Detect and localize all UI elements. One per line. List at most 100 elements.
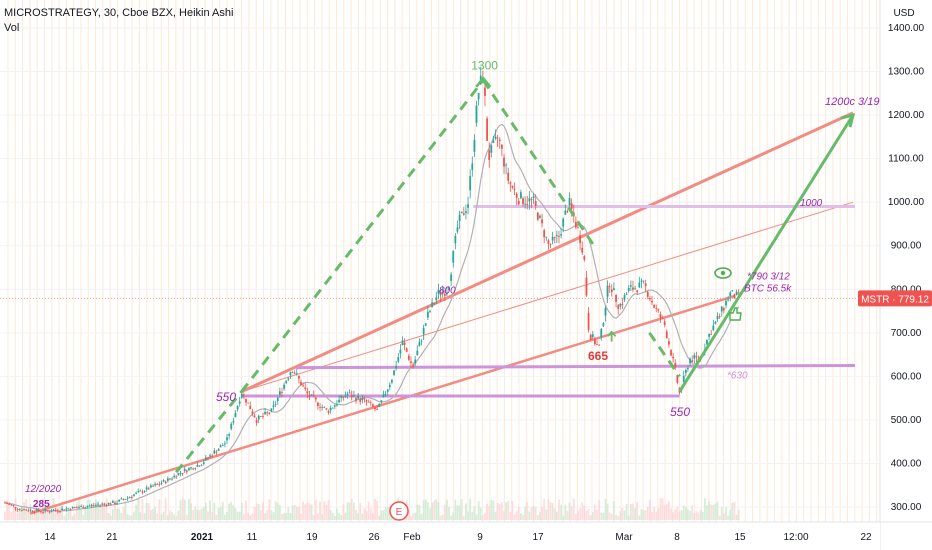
candle-body [509, 182, 512, 184]
candle-body [308, 395, 311, 397]
candle-body [109, 503, 112, 505]
time-tick-label: 19 [306, 532, 318, 543]
level-665-label: 665 [588, 349, 608, 363]
price-tick-label: 400.00 [891, 458, 922, 469]
candle-body [541, 219, 543, 224]
volume-bar [465, 503, 467, 520]
volume-bar [37, 508, 40, 520]
candle-body [691, 360, 694, 362]
candle-body [137, 491, 140, 493]
candle-body [539, 215, 541, 218]
candle-body [325, 408, 328, 410]
candle-body [610, 289, 613, 293]
candle-body [391, 380, 393, 383]
candle-body [164, 481, 167, 484]
volume-bar [103, 503, 106, 520]
volume-bar [10, 511, 13, 520]
candle-body [632, 287, 634, 290]
volume-bar [462, 515, 465, 520]
volume-bar [188, 498, 190, 520]
volume-bar [623, 510, 626, 520]
time-tick-label: 11 [247, 532, 258, 543]
candle-body [82, 507, 85, 509]
price-tick-label: 1300.00 [888, 67, 925, 78]
candle-body [33, 511, 36, 513]
candle-body [230, 423, 233, 429]
volume-bar [164, 498, 167, 520]
candle-body [452, 250, 455, 263]
candle-body [116, 502, 118, 504]
volume-bar [40, 513, 42, 520]
level-800-label: 800 [439, 285, 456, 296]
candle-body [640, 280, 643, 282]
candle-body [733, 294, 736, 299]
volume-bar [152, 508, 154, 520]
candle-body [454, 235, 457, 244]
candle-body [259, 415, 262, 417]
volume-bar [202, 506, 205, 520]
volume-bar [693, 513, 696, 520]
volume-bar [302, 501, 305, 520]
candle-body [710, 334, 713, 335]
volume-bar [297, 506, 300, 520]
time-axis[interactable]: 14 21 2021 11 19 26 Feb 9 17 Mar 8 15 12:00 22 [44, 532, 872, 543]
candle-body [306, 391, 309, 394]
symbol-title[interactable]: MICROSTRATEGY, 30, Cboe BZX, Heikin Ashi [4, 7, 234, 19]
candle-body [737, 292, 740, 294]
volume-bar [684, 507, 687, 520]
volume-bar [443, 504, 446, 520]
candle-body [331, 407, 334, 409]
time-tick-label: Mar [615, 532, 633, 543]
green-projection-drawings [175, 76, 856, 474]
candle-body [141, 491, 144, 493]
volume-bar [130, 515, 133, 520]
volume-bar [682, 505, 685, 520]
candle-body [465, 211, 467, 214]
volume-bar [154, 506, 157, 520]
candle-body [515, 193, 518, 198]
volume-bar [486, 503, 488, 520]
volume-bar [727, 515, 730, 520]
candle-body [407, 355, 410, 360]
volume-bar [215, 514, 218, 520]
volume-bar [300, 513, 302, 520]
candle-body [532, 196, 535, 198]
candle-body [149, 485, 152, 488]
volume-bar [729, 509, 732, 520]
eye-icon[interactable] [714, 267, 732, 279]
volume-bar [88, 499, 91, 520]
volume-bar [655, 511, 658, 520]
price-axis[interactable]: 300.00 400.00 500.00 600.00 700.00 800.00 900.… [888, 23, 925, 513]
candle-body [266, 412, 269, 414]
level-550-right-label: 550 [670, 405, 690, 419]
volume-bar [560, 504, 562, 520]
volume-bar [200, 508, 203, 520]
price-tick-label: 1400.00 [888, 23, 925, 34]
volume-bar [82, 514, 85, 520]
candle-body [644, 283, 647, 287]
candle-body [570, 203, 573, 209]
candle-body [65, 508, 68, 510]
candle-body [211, 455, 214, 457]
target-line [678, 114, 855, 393]
candle-body [251, 411, 254, 414]
candle-body [99, 504, 102, 506]
volume-bar [183, 499, 186, 520]
support-630-line [296, 363, 856, 370]
volume-bar [122, 506, 125, 520]
candle-body [124, 499, 127, 500]
candle-body [526, 204, 529, 205]
volume-bar [676, 506, 679, 520]
candle-body [577, 227, 579, 229]
volume-bar [564, 504, 567, 520]
earnings-marker[interactable]: E [389, 501, 409, 521]
candle-body [194, 468, 197, 470]
volume-bar [722, 513, 725, 520]
candle-body [321, 407, 324, 408]
volume-bar [503, 511, 505, 520]
candle-body [380, 400, 383, 403]
chart-legend: MICROSTRATEGY, 30, Cboe BZX, Heikin Ashi… [4, 6, 233, 36]
price-tick-label: 1000.00 [888, 197, 925, 208]
